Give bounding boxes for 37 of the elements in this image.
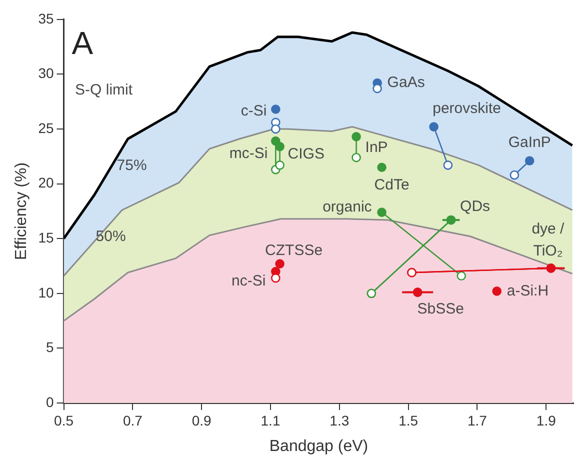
- series-label: a-Si:H: [506, 282, 549, 300]
- y-tick-label: 0: [46, 394, 54, 410]
- y-tick-label: 30: [38, 65, 54, 82]
- series-label: CdTe: [374, 176, 410, 194]
- series-label: organic: [322, 198, 372, 216]
- x-tick-label: 1.9: [536, 412, 556, 428]
- series-label: CIGS: [288, 146, 324, 163]
- x-tick-label: 1.7: [467, 412, 488, 428]
- y-tick-label: 35: [38, 10, 54, 26]
- series-label: c-Si: [240, 102, 267, 120]
- x-tick-label: 0.9: [192, 412, 212, 428]
- series-label: S-Q limit: [75, 82, 134, 99]
- y-tick-label: 5: [46, 339, 54, 356]
- series-label: dye / TiO₂: [532, 220, 566, 260]
- series-label: 75%: [116, 157, 147, 174]
- x-tick-label: 0.7: [122, 412, 143, 428]
- x-axis-title: Bandgap (eV): [269, 438, 368, 455]
- y-axis-title: Efficiency (%): [13, 162, 30, 260]
- y-tick-label: 20: [38, 174, 54, 191]
- series-label: QDs: [460, 198, 490, 216]
- series-label: perovskite: [432, 100, 501, 117]
- x-tick-label: 1.3: [330, 412, 350, 428]
- series-label: nc-Si: [231, 272, 266, 290]
- series-label: GaAs: [387, 74, 425, 92]
- series-label: mc-Si: [229, 145, 268, 162]
- y-tick-label: 25: [38, 120, 54, 136]
- series-label: GaInP: [508, 134, 551, 151]
- x-tick-label: 1.1: [260, 412, 280, 428]
- annotation: A: [72, 25, 94, 62]
- series-label: 50%: [96, 228, 126, 245]
- y-tick-label: 10: [38, 284, 54, 300]
- x-tick-label: 0.5: [54, 412, 74, 428]
- series-label: SbSSe: [417, 300, 464, 318]
- series-label: InP: [365, 138, 388, 156]
- x-tick-label: 1.5: [398, 412, 418, 428]
- series-label: CZTSSe: [265, 242, 323, 259]
- y-tick-label: 15: [38, 229, 54, 246]
